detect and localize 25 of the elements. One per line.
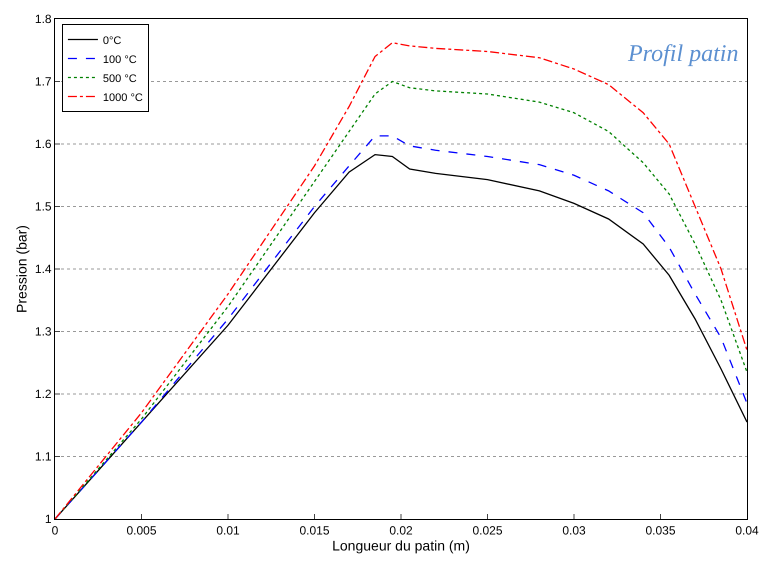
legend-label: 1000 °C <box>102 92 143 104</box>
annotation: Profil patin <box>627 41 738 67</box>
x-tick-label: 0.03 <box>562 523 586 538</box>
y-tick-label: 1 <box>44 512 52 526</box>
y-tick-label: 1.3 <box>34 324 52 339</box>
y-tick-label: 1.5 <box>34 200 52 214</box>
x-tick-label: 0.025 <box>472 523 503 538</box>
x-tick-label: 0 <box>52 523 59 538</box>
y-tick-label: 1.4 <box>34 262 52 276</box>
y-tick-label: 1.7 <box>34 74 52 89</box>
x-tick-label: 0.005 <box>126 523 157 538</box>
y-tick-label: 1.1 <box>34 450 52 464</box>
y-tick-label: 1.8 <box>34 12 52 26</box>
x-tick-label: 0.01 <box>216 523 240 538</box>
legend-label: 500 °C <box>102 72 137 85</box>
legend-label: 100 °C <box>102 54 137 66</box>
x-tick-label: 0.02 <box>389 523 413 538</box>
y-tick-label: 1.6 <box>34 137 52 152</box>
x-tick-label: 0.04 <box>735 523 759 538</box>
x-tick-label: 0.035 <box>645 523 676 538</box>
legend-label: 0°C <box>102 34 122 47</box>
y-tick-label: 1.2 <box>34 387 52 402</box>
y-axis-title: Pression (bar) <box>14 225 30 313</box>
x-axis-title: Longueur du patin (m) <box>332 537 470 554</box>
x-tick-label: 0.015 <box>299 523 330 538</box>
